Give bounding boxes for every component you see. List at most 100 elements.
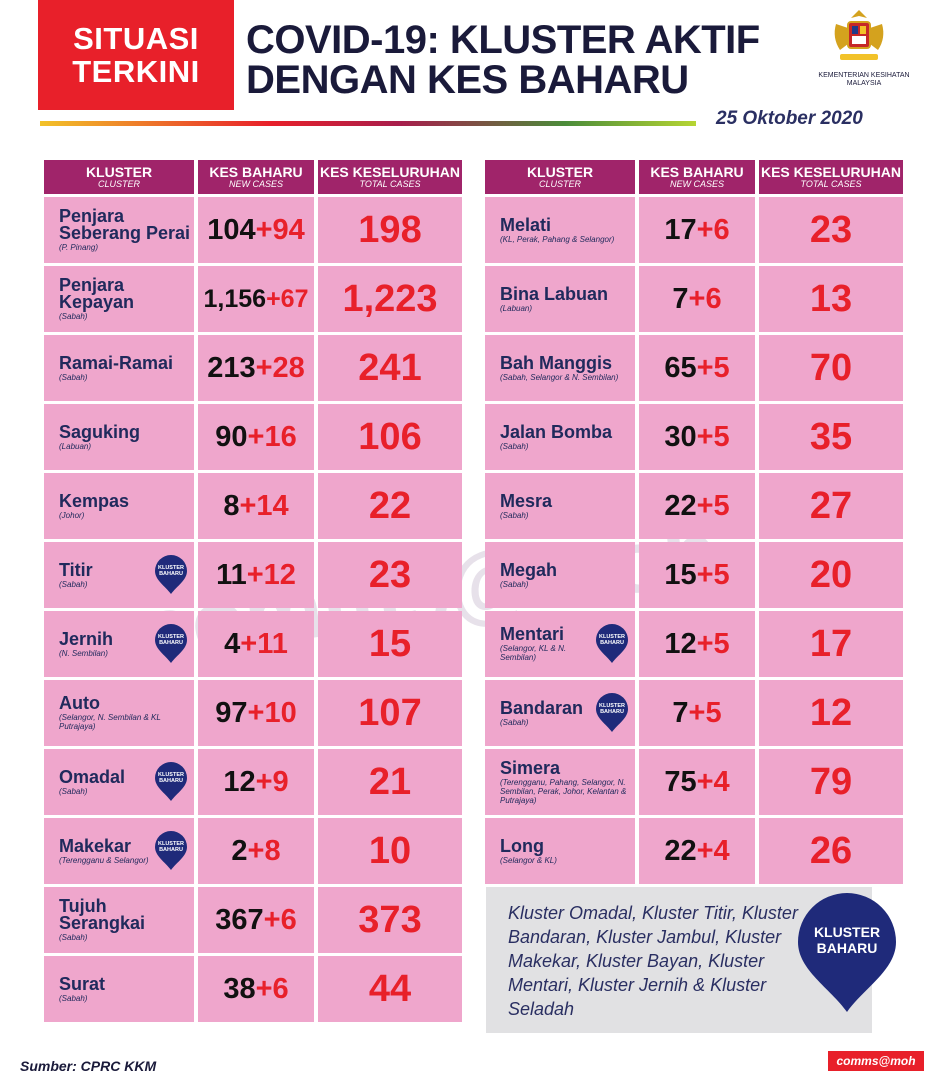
previous-count: 213: [207, 351, 256, 384]
total-cases-cell: 23: [759, 197, 903, 263]
new-case-count: +5: [696, 420, 730, 453]
cluster-name: Melati: [500, 214, 552, 235]
total-cases-cell: 20: [759, 542, 903, 608]
cluster-location: (Sabah): [59, 933, 88, 942]
new-case-count: +12: [246, 558, 296, 591]
kluster-baharu-pin-icon: KLUSTER BAHARU: [595, 624, 629, 664]
cluster-name: Titir: [59, 559, 93, 580]
previous-count: 7: [672, 282, 689, 315]
cluster-name-cell: Makekar (Terengganu & Selangor) KLUSTER BA…: [44, 818, 194, 884]
total-cases-cell: 70: [759, 335, 903, 401]
new-case-count: +11: [240, 627, 288, 660]
comms-moh-tag: comms@moh: [828, 1051, 924, 1071]
cluster-name: Saguking: [59, 421, 141, 442]
cluster-name-cell: Mentari (Selangor, KL & N. Sembilan) KLUST…: [485, 611, 635, 677]
cluster-name: Makekar: [59, 835, 132, 856]
new-cases-cell: 22 +5: [639, 473, 755, 539]
ministry-name: KEMENTERIAN KESIHATAN MALAYSIA: [818, 72, 910, 87]
cluster-name: Auto: [59, 693, 100, 713]
cluster-table-right: KLUSTER CLUSTER KES BAHARU NEW CASES KES K…: [485, 160, 903, 884]
column-header-cluster: KLUSTER CLUSTER: [44, 160, 194, 194]
cluster-name-cell: Penjara Kepayan (Sabah): [44, 266, 194, 332]
cluster-name-cell: Mesra (Sabah): [485, 473, 635, 539]
cluster-name-cell: Penjara Seberang Perai (P. Pinang): [44, 197, 194, 263]
cluster-location: (Sabah): [500, 717, 529, 727]
total-cases-cell: 79: [759, 749, 903, 815]
cluster-location: (Sabah): [59, 786, 88, 796]
total-cases-cell: 35: [759, 404, 903, 470]
new-cases-cell: 104 +94: [198, 197, 314, 263]
cluster-name: Jernih: [59, 628, 114, 649]
previous-count: 97: [215, 696, 248, 729]
cluster-name: Omadal: [59, 766, 126, 787]
cluster-name-cell: Ramai-Ramai (Sabah): [44, 335, 194, 401]
new-cases-cell: 65 +5: [639, 335, 755, 401]
previous-count: 104: [207, 213, 256, 246]
new-case-count: +5: [696, 351, 730, 384]
total-cases-cell: 373: [318, 887, 462, 953]
new-case-count: +4: [696, 834, 730, 867]
cluster-location: (Sabah): [59, 993, 88, 1003]
new-cases-cell: 12 +5: [639, 611, 755, 677]
malaysia-crest-icon: [834, 10, 884, 60]
previous-count: 11: [216, 558, 247, 591]
new-cases-cell: 22 +4: [639, 818, 755, 884]
kluster-baharu-pin-icon: KLUSTER BAHARU: [154, 762, 188, 802]
new-case-count: +5: [696, 489, 730, 522]
cluster-location: (Sabah): [59, 579, 88, 589]
cluster-name: Surat: [59, 973, 106, 994]
cluster-name: Mentari: [500, 624, 565, 644]
total-cases-cell: 23: [318, 542, 462, 608]
kluster-baharu-pin-label: KLUSTER BAHARU: [158, 634, 184, 646]
kluster-baharu-pin-icon: KLUSTER BAHARU: [154, 555, 188, 595]
cluster-location: (Terengganu & Selangor): [59, 855, 149, 865]
new-cases-cell: 8 +14: [198, 473, 314, 539]
kluster-baharu-pin-label: KLUSTER BAHARU: [158, 565, 184, 577]
kluster-baharu-pin-label: KLUSTER BAHARU: [599, 703, 625, 715]
cluster-location: (Sabah): [500, 441, 529, 451]
cluster-name: Jalan Bomba: [500, 421, 613, 442]
previous-count: 30: [664, 420, 697, 453]
new-cases-cell: 11 +12: [198, 542, 314, 608]
total-cases-cell: 106: [318, 404, 462, 470]
kluster-baharu-pin-label: KLUSTER BAHARU: [158, 841, 184, 853]
new-cases-cell: 7 +6: [639, 266, 755, 332]
new-case-count: +6: [688, 282, 722, 315]
new-case-count: +5: [688, 696, 722, 729]
new-cases-cell: 90 +16: [198, 404, 314, 470]
previous-count: 2: [231, 834, 248, 867]
cluster-name: Bandaran: [500, 697, 584, 718]
new-case-count: +10: [247, 696, 297, 729]
total-cases-cell: 198: [318, 197, 462, 263]
new-cases-cell: 12 +9: [198, 749, 314, 815]
cluster-name-cell: Melati (KL, Perak, Pahang & Selangor): [485, 197, 635, 263]
cluster-name: Bah Manggis: [500, 352, 613, 373]
cluster-name-cell: Tujuh Serangkai (Sabah): [44, 887, 194, 953]
cluster-location: (Terengganu, Pahang, Selangor, N. Sembil…: [500, 777, 627, 805]
cluster-name: Mesra: [500, 490, 553, 511]
column-header-total-cases: KES KESELURUHAN TOTAL CASES: [759, 160, 903, 194]
cluster-name: Ramai-Ramai: [59, 352, 174, 373]
previous-count: 90: [215, 420, 248, 453]
badge-line-1: SITUASI: [73, 21, 199, 56]
previous-count: 17: [664, 213, 697, 246]
new-case-count: +9: [255, 765, 289, 798]
new-case-count: +6: [696, 213, 730, 246]
cluster-location: (Selangor, KL & N. Sembilan): [500, 644, 567, 662]
cluster-name: Megah: [500, 559, 558, 580]
new-case-count: +5: [696, 627, 730, 660]
cluster-name: Simera: [500, 757, 561, 778]
cluster-name-cell: Auto (Selangor, N. Sembilan & KL Putrajay…: [44, 680, 194, 746]
previous-count: 7: [672, 696, 689, 729]
kluster-baharu-pin-icon: KLUSTER BAHARU: [154, 624, 188, 664]
previous-count: 65: [664, 351, 697, 384]
new-cases-cell: 4 +11: [198, 611, 314, 677]
cluster-location: (Labuan): [500, 303, 533, 313]
total-cases-cell: 22: [318, 473, 462, 539]
kluster-baharu-pin-icon: KLUSTER BAHARU: [595, 693, 629, 733]
new-cases-cell: 367 +6: [198, 887, 314, 953]
cluster-name-cell: Bina Labuan (Labuan): [485, 266, 635, 332]
total-cases-cell: 13: [759, 266, 903, 332]
kluster-baharu-pin-label: KLUSTER BAHARU: [158, 772, 184, 784]
cluster-location: (Sabah): [500, 510, 529, 520]
